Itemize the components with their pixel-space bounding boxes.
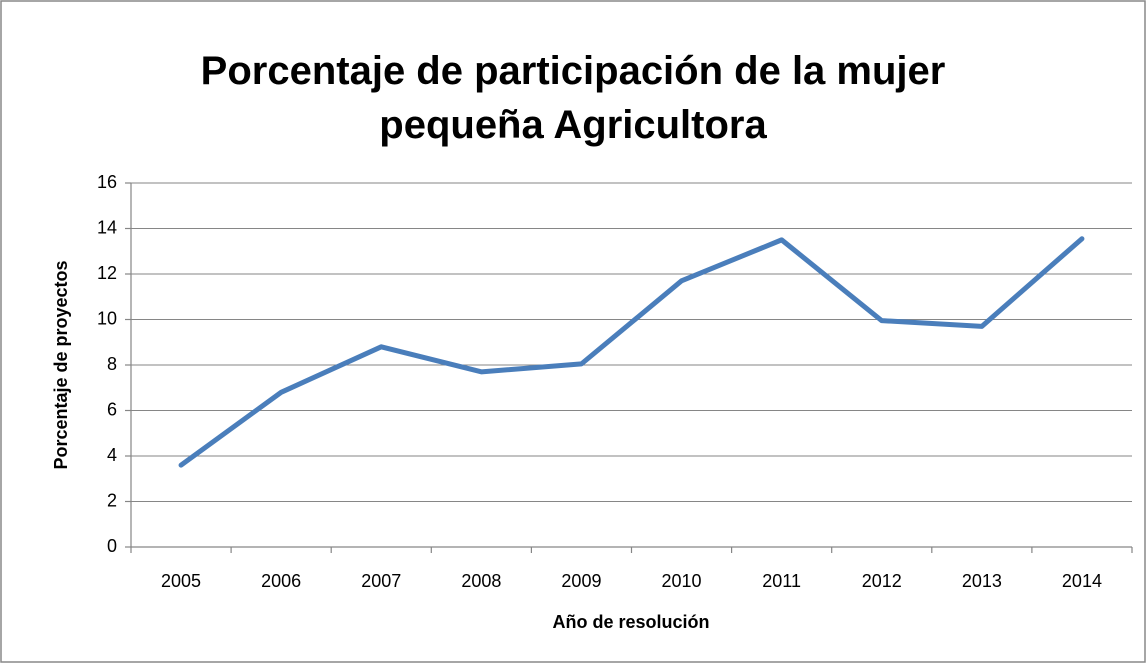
y-tick-label: 10 bbox=[97, 308, 117, 328]
y-tick-label: 16 bbox=[97, 172, 117, 192]
x-tick-label: 2005 bbox=[161, 571, 201, 591]
x-axis-title: Año de resolución bbox=[552, 612, 709, 632]
data-line bbox=[178, 236, 1085, 468]
y-tick-label: 2 bbox=[107, 490, 117, 510]
y-tick-label: 0 bbox=[107, 536, 117, 556]
y-tick-label: 8 bbox=[107, 354, 117, 374]
y-tick-label: 12 bbox=[97, 263, 117, 283]
x-tick-label: 2008 bbox=[461, 571, 501, 591]
x-tick-label: 2006 bbox=[261, 571, 301, 591]
y-tick-label: 6 bbox=[107, 399, 117, 419]
x-tick-label: 2011 bbox=[762, 571, 801, 591]
x-tick-label: 2013 bbox=[962, 571, 1002, 591]
x-tick-label: 2007 bbox=[361, 571, 401, 591]
y-tick-label: 14 bbox=[97, 217, 117, 237]
x-tick-label: 2012 bbox=[862, 571, 902, 591]
x-tick-label: 2010 bbox=[662, 571, 702, 591]
y-tick-label: 4 bbox=[107, 445, 117, 465]
chart-title: Porcentaje de participación de la mujer … bbox=[200, 49, 946, 147]
x-tick-label: 2009 bbox=[561, 571, 601, 591]
y-axis-title: Porcentaje de proyectos bbox=[51, 260, 71, 469]
x-tick-label: 2014 bbox=[1062, 571, 1102, 591]
